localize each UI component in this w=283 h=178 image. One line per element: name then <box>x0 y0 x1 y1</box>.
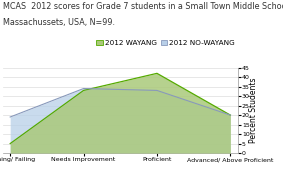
Text: MCAS  2012 scores for Grade 7 students in a Small Town Middle School in the Stat: MCAS 2012 scores for Grade 7 students in… <box>3 2 283 11</box>
Y-axis label: Percent Students: Percent Students <box>249 78 258 143</box>
Text: Massachussets, USA, N=99.: Massachussets, USA, N=99. <box>3 18 115 27</box>
Legend: 2012 WAYANG, 2012 NO-WAYANG: 2012 WAYANG, 2012 NO-WAYANG <box>96 39 236 46</box>
